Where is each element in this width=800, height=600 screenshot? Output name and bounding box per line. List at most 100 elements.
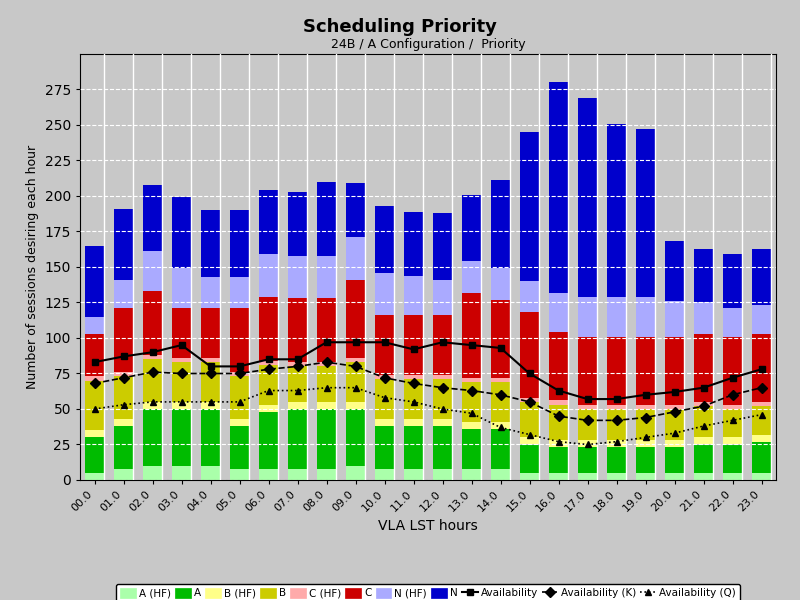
Bar <box>375 206 394 272</box>
Bar <box>520 402 539 437</box>
Bar <box>752 406 771 434</box>
Availability <box>234 363 244 370</box>
Availability (Q) <box>438 406 447 413</box>
Bar <box>143 355 162 359</box>
Bar <box>549 473 568 480</box>
Bar <box>665 337 684 405</box>
Bar <box>433 379 452 419</box>
Bar <box>172 197 191 268</box>
Bar <box>462 262 481 293</box>
Availability <box>554 387 563 394</box>
Bar <box>288 298 307 362</box>
Bar <box>259 254 278 297</box>
Bar <box>636 440 655 448</box>
Availability <box>322 338 331 346</box>
Bar <box>85 376 104 380</box>
Availability (Q) <box>641 434 650 441</box>
Bar <box>723 405 742 409</box>
Bar <box>346 409 365 466</box>
Availability (K) <box>206 370 215 377</box>
Bar <box>520 473 539 480</box>
Availability <box>641 391 650 398</box>
Bar <box>259 412 278 469</box>
Bar <box>578 337 597 405</box>
Bar <box>752 248 771 305</box>
Bar <box>723 337 742 405</box>
Bar <box>404 275 423 315</box>
Bar <box>578 297 597 337</box>
Bar <box>520 281 539 313</box>
Bar <box>665 448 684 473</box>
Bar <box>201 308 220 358</box>
Bar <box>230 308 249 372</box>
Availability (Q) <box>728 417 738 424</box>
Bar <box>549 293 568 332</box>
Bar <box>462 429 481 469</box>
Bar <box>143 359 162 402</box>
Bar <box>346 280 365 358</box>
Bar <box>317 409 336 469</box>
Availability <box>148 349 158 356</box>
Bar <box>752 334 771 402</box>
Availability (Q) <box>322 384 331 391</box>
Availability (Q) <box>90 406 99 413</box>
Bar <box>723 409 742 437</box>
Bar <box>665 440 684 448</box>
Availability (Q) <box>380 394 390 401</box>
Availability <box>496 344 506 352</box>
Bar <box>346 358 365 362</box>
Availability (K) <box>466 387 476 394</box>
Bar <box>665 301 684 337</box>
Availability (K) <box>438 384 447 391</box>
Bar <box>520 445 539 473</box>
Bar <box>85 334 104 376</box>
Bar <box>85 430 104 437</box>
Bar <box>375 419 394 426</box>
Availability (K) <box>612 417 622 424</box>
Bar <box>404 419 423 426</box>
Bar <box>491 378 510 382</box>
Bar <box>462 422 481 429</box>
Bar <box>143 402 162 409</box>
X-axis label: VLA LST hours: VLA LST hours <box>378 519 478 533</box>
Availability (K) <box>409 380 418 387</box>
Bar <box>172 362 191 402</box>
Bar <box>346 402 365 409</box>
Bar <box>491 181 510 268</box>
Bar <box>375 469 394 480</box>
Bar <box>694 473 713 480</box>
Bar <box>85 380 104 430</box>
Bar <box>201 466 220 480</box>
Bar <box>694 437 713 445</box>
Bar <box>288 469 307 480</box>
Bar <box>433 315 452 375</box>
Bar <box>752 305 771 334</box>
Bar <box>375 375 394 379</box>
Bar <box>346 362 365 402</box>
Bar <box>114 376 133 419</box>
Bar <box>114 209 133 280</box>
Bar <box>549 405 568 440</box>
Bar <box>404 426 423 469</box>
Bar <box>607 448 626 473</box>
Bar <box>172 358 191 362</box>
Availability <box>670 388 679 395</box>
Y-axis label: Number of sessions desiring each hour: Number of sessions desiring each hour <box>26 145 39 389</box>
Bar <box>636 409 655 440</box>
Availability (Q) <box>466 410 476 417</box>
Availability (K) <box>264 365 274 373</box>
Availability <box>177 341 186 349</box>
Bar <box>665 409 684 440</box>
Availability (Q) <box>293 387 302 394</box>
Availability (Q) <box>148 398 158 406</box>
Bar <box>375 379 394 419</box>
Availability (Q) <box>206 398 215 406</box>
Bar <box>288 409 307 469</box>
Bar <box>549 82 568 293</box>
Bar <box>491 422 510 429</box>
Bar <box>114 426 133 469</box>
Bar <box>723 445 742 473</box>
Availability (Q) <box>234 398 244 406</box>
Bar <box>201 362 220 402</box>
Bar <box>201 277 220 308</box>
